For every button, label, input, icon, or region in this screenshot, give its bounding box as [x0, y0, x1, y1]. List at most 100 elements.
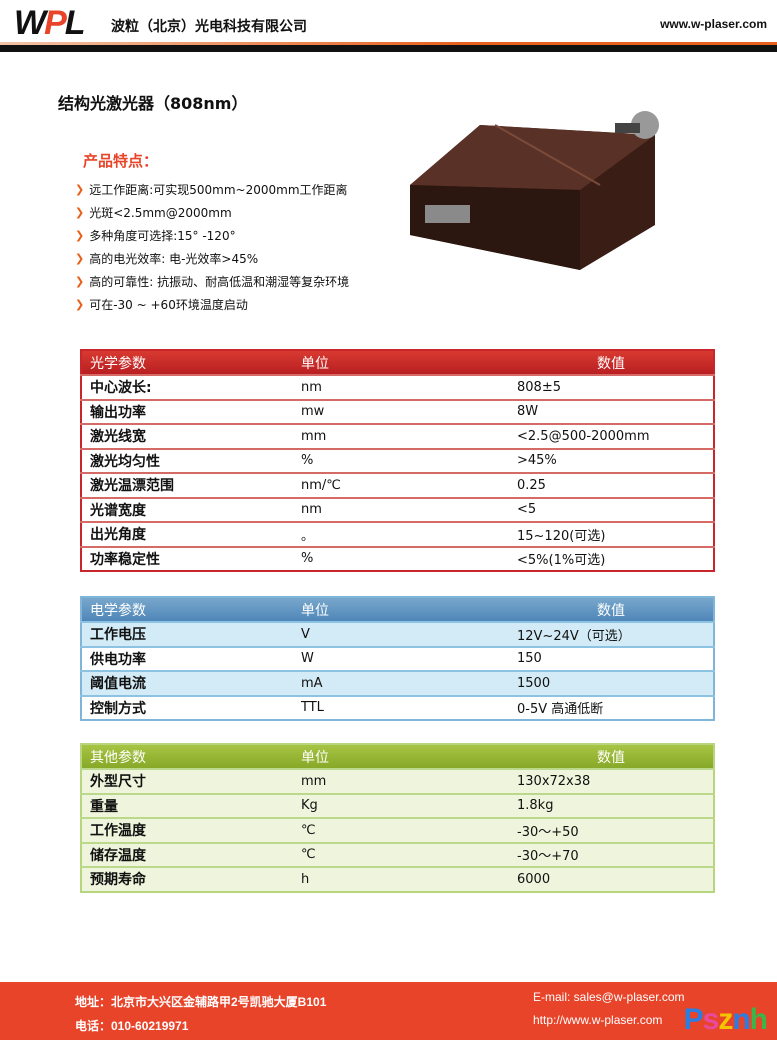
table-cell: TTL: [293, 694, 509, 720]
feature-item: ❯ 可在-30 ~ +60环境温度启动: [75, 293, 349, 316]
table-row: 外型尺寸 mm 130x72x38: [81, 768, 714, 794]
arrow-icon: ❯: [75, 183, 85, 196]
footer: 地址：北京市大兴区金辅路甲2号凯驰大厦B101 电话：010-60219971 …: [0, 982, 777, 1040]
feature-text: 多种角度可选择:15° -120°: [89, 229, 236, 243]
table-cell: 0-5V 高通低断: [509, 694, 714, 720]
electrical-params-table: 电学参数 单位 数值 工作电压 V 12V~24V（可选） 供电功率 W 150 阈值电流 mA 15…: [80, 596, 715, 721]
feature-text: 远工作距离:可实现500mm~2000mm工作距离: [89, 183, 348, 197]
feature-item: ❯ 高的可靠性: 抗振动、耐高低温和潮湿等复杂环境: [75, 270, 349, 293]
table-cell: Kg: [293, 792, 509, 818]
table-cell: -30～+50: [509, 817, 714, 843]
table-cell: 激光均匀性: [81, 447, 293, 473]
footer-phone: 电话：010-60219971: [75, 1019, 189, 1033]
table-cell: >45%: [509, 447, 714, 473]
table-cell: 工作电压: [81, 621, 293, 647]
company-name: 波粒（北京）光电科技有限公司: [111, 19, 307, 35]
table-cell: 6000: [509, 866, 714, 892]
column-header: 其他参数: [81, 744, 293, 769]
column-header: 数值: [509, 350, 714, 375]
table-cell: 15~120(可选): [509, 521, 714, 547]
table-cell: 0.25: [509, 472, 714, 498]
table-header: 电学参数 单位 数值: [81, 597, 714, 622]
table-row: 工作温度 ℃ -30～+50: [81, 817, 714, 843]
features-heading: 产品特点：: [83, 152, 159, 170]
table-cell: mm: [293, 423, 509, 449]
other-params-table: 其他参数 单位 数值 外型尺寸 mm 130x72x38 重量 Kg 1.8kg 工作温度 ℃ -30…: [80, 743, 715, 893]
feature-item: ❯ 高的电光效率: 电-光效率>45%: [75, 247, 349, 270]
table-cell: 1.8kg: [509, 792, 714, 818]
optical-params-table: 光学参数 单位 数值 中心波长: nm 808±5 输出功率 mw 8W 激光线宽 mm <2.5@5…: [80, 349, 715, 572]
arrow-icon: ❯: [75, 206, 85, 219]
table-cell: 输出功率: [81, 398, 293, 424]
table-cell: 供电功率: [81, 645, 293, 671]
table-cell: 出光角度: [81, 521, 293, 547]
table-row: 激光线宽 mm <2.5@500-2000mm: [81, 423, 714, 449]
product-image: [410, 111, 659, 270]
table-cell: 预期寿命: [81, 866, 293, 892]
table-cell: ℃: [293, 841, 509, 867]
footer-email[interactable]: E-mail: sales@w-plaser.com: [533, 990, 685, 1004]
table-cell: 150: [509, 645, 714, 671]
feature-text: 光斑<2.5mm@2000mm: [89, 206, 232, 220]
footer-url[interactable]: http://www.w-plaser.com: [533, 1013, 663, 1027]
table-cell: 1500: [509, 670, 714, 696]
table-row: 光谱宽度 nm <5: [81, 496, 714, 522]
feature-item: ❯ 多种角度可选择:15° -120°: [75, 224, 349, 247]
column-header: 单位: [293, 597, 509, 622]
table-cell: 控制方式: [81, 694, 293, 720]
table-row: 控制方式 TTL 0-5V 高通低断: [81, 694, 714, 720]
table-row: 工作电压 V 12V~24V（可选）: [81, 621, 714, 647]
table-cell: 光谱宽度: [81, 496, 293, 522]
table-cell: mw: [293, 398, 509, 424]
arrow-icon: ❯: [75, 229, 85, 242]
column-header: 单位: [293, 744, 509, 769]
column-header: 数值: [509, 597, 714, 622]
table-cell: 。: [293, 521, 509, 547]
table-cell: <5%(1%可选): [509, 545, 714, 571]
table-header: 其他参数 单位 数值: [81, 744, 714, 769]
footer-address: 地址：北京市大兴区金辅路甲2号凯驰大厦B101: [75, 995, 327, 1009]
watermark: Psznh: [683, 1003, 768, 1036]
header-divider: [0, 42, 777, 45]
page-title: 结构光激光器（808nm）: [58, 94, 248, 113]
table-cell: nm: [293, 496, 509, 522]
table-row: 功率稳定性% <5%(1%可选): [81, 545, 714, 571]
table-cell: 储存温度: [81, 841, 293, 867]
table-cell: 激光温漂范围: [81, 472, 293, 498]
table-row: 储存温度 ℃ -30～+70: [81, 841, 714, 867]
header-bar: [0, 45, 777, 52]
table-cell: 阈值电流: [81, 670, 293, 696]
table-row: 输出功率 mw 8W: [81, 398, 714, 424]
table-cell: 工作温度: [81, 817, 293, 843]
arrow-icon: ❯: [75, 252, 85, 265]
table-row: 预期寿命 h 6000: [81, 866, 714, 892]
feature-text: 高的可靠性: 抗振动、耐高低温和潮湿等复杂环境: [89, 275, 350, 289]
table-cell: 外型尺寸: [81, 768, 293, 794]
features-list: ❯ 远工作距离:可实现500mm~2000mm工作距离 ❯ 光斑<2.5mm@2000…: [75, 178, 349, 316]
feature-text: 可在-30 ~ +60环境温度启动: [89, 298, 248, 312]
table-header: 光学参数 单位 数值: [81, 350, 714, 375]
table-cell: nm/℃: [293, 472, 509, 498]
table-cell: 12V~24V（可选）: [509, 621, 714, 647]
table-cell: %: [293, 545, 509, 571]
table-cell: 功率稳定性: [81, 545, 293, 571]
table-cell: mm: [293, 768, 509, 794]
table-row: 出光角度。 15~120(可选): [81, 521, 714, 547]
column-header: 数值: [509, 744, 714, 769]
table-cell: <5: [509, 496, 714, 522]
wpl-logo: WPL: [14, 4, 86, 42]
table-cell: 808±5: [509, 374, 714, 400]
table-cell: 激光线宽: [81, 423, 293, 449]
table-row: 激光均匀性% >45%: [81, 447, 714, 473]
table-cell: ℃: [293, 817, 509, 843]
feature-item: ❯ 远工作距离:可实现500mm~2000mm工作距离: [75, 178, 349, 201]
table-cell: h: [293, 866, 509, 892]
table-cell: W: [293, 645, 509, 671]
website-link[interactable]: www.w-plaser.com: [660, 17, 767, 31]
arrow-icon: ❯: [75, 275, 85, 288]
table-cell: V: [293, 621, 509, 647]
table-row: 供电功率 W 150: [81, 645, 714, 671]
column-header: 光学参数: [81, 350, 293, 375]
table-cell: 重量: [81, 792, 293, 818]
table-cell: 8W: [509, 398, 714, 424]
